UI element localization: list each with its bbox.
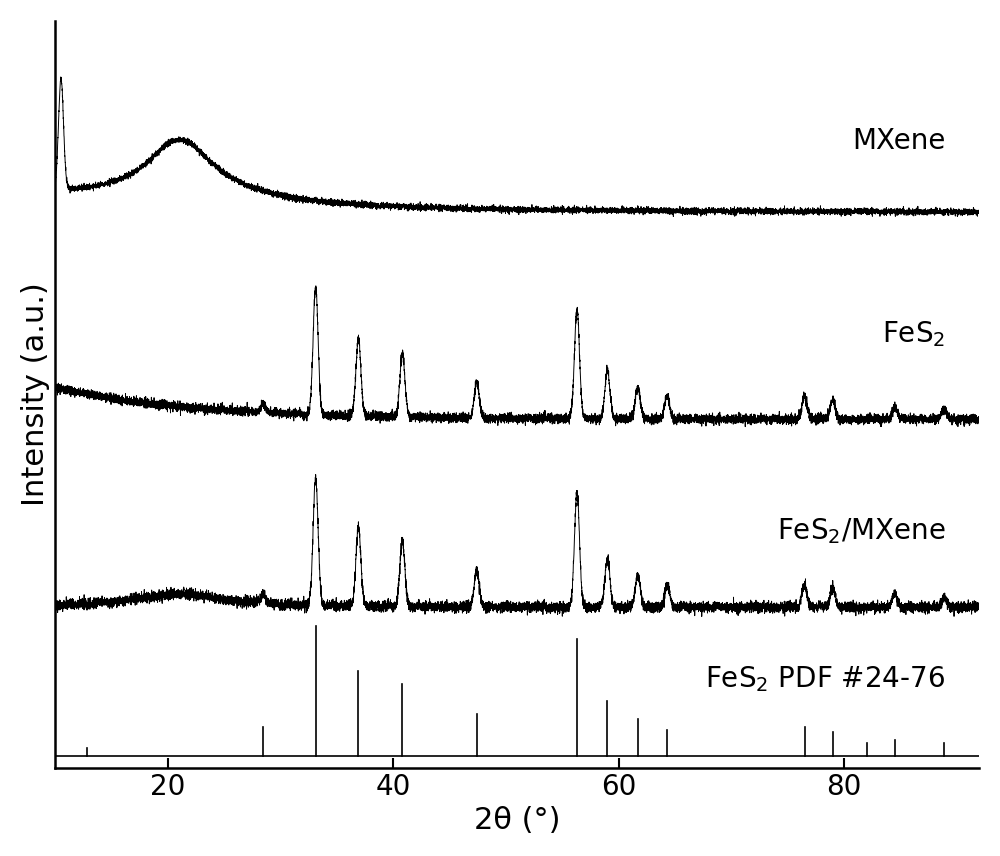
Text: MXene: MXene — [852, 128, 945, 155]
Text: FeS$_2$ PDF #24-76: FeS$_2$ PDF #24-76 — [705, 664, 945, 694]
Text: FeS$_2$/MXene: FeS$_2$/MXene — [777, 516, 945, 546]
X-axis label: 2θ (°): 2θ (°) — [474, 806, 561, 835]
Text: FeS$_2$: FeS$_2$ — [882, 319, 945, 349]
Y-axis label: Intensity (a.u.): Intensity (a.u.) — [21, 282, 50, 506]
